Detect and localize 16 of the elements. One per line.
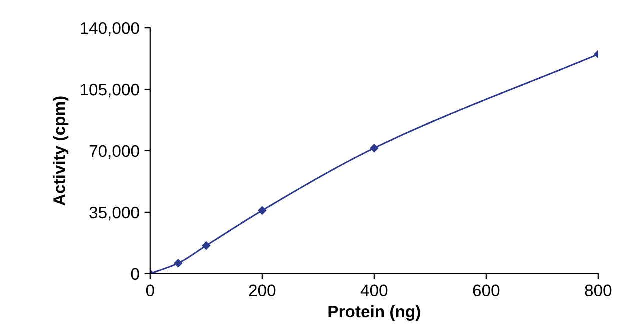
- point: [258, 206, 267, 215]
- y-tick-label: 105,000: [81, 84, 140, 98]
- point: [174, 259, 183, 268]
- y-tick-label: 0: [131, 268, 140, 280]
- x-tick-label: 400: [360, 284, 388, 297]
- y-tick-label: 70,000: [90, 145, 140, 160]
- x-tick-label: 600: [473, 284, 500, 297]
- y-tick-label: 35,000: [90, 206, 140, 221]
- point: [202, 242, 211, 250]
- y-tick-label: 140,000: [81, 22, 140, 36]
- point: [370, 144, 379, 152]
- y-axis-title: Activity (cpm): [53, 96, 69, 206]
- x-axis-title: Protein (ng): [328, 305, 420, 322]
- x-tick-label: 200: [249, 284, 276, 297]
- x-tick-label: 800: [585, 284, 612, 297]
- x-tick-label: 0: [146, 284, 154, 297]
